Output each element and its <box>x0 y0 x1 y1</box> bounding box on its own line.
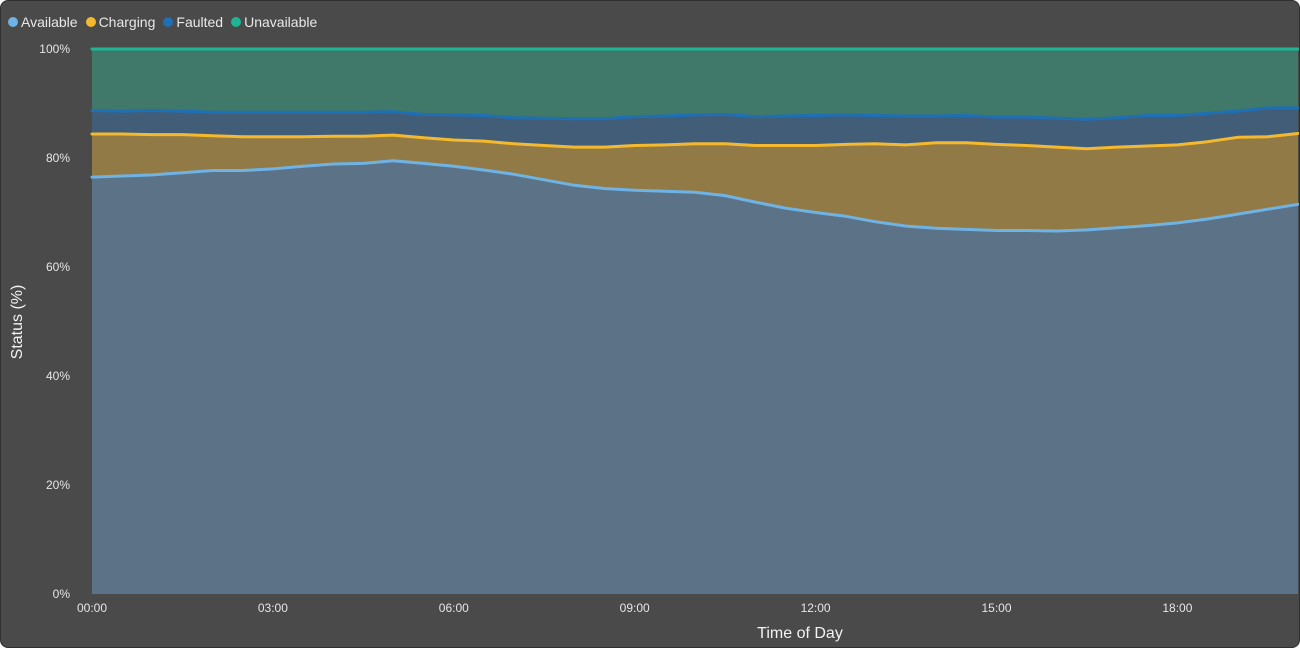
line-charging <box>90 132 1299 151</box>
series-lines <box>90 47 1299 233</box>
x-tick-label: 00:00 <box>77 601 107 615</box>
legend-label-faulted: Faulted <box>176 14 224 30</box>
y-tick-label: 100% <box>39 42 70 56</box>
legend-label-charging: Charging <box>98 14 156 30</box>
x-tick-label: 09:00 <box>620 601 650 615</box>
y-axis-ticks: 0% 20% 40% 60% 80% 100% <box>39 42 70 601</box>
y-axis-title: Status (%) <box>9 285 26 360</box>
legend-item-available[interactable]: Available <box>8 14 78 30</box>
area-available <box>92 160 1298 594</box>
legend-swatch-unavailable <box>231 17 242 27</box>
legend-label-unavailable: Unavailable <box>244 14 318 30</box>
x-tick-label: 15:00 <box>981 601 1011 615</box>
area-unavailable <box>92 49 1298 120</box>
legend-item-faulted[interactable]: Faulted <box>163 14 223 30</box>
y-tick-label: 0% <box>53 587 71 601</box>
x-axis-title: Time of Day <box>757 625 843 642</box>
plot-area-layers <box>90 47 1299 594</box>
legend-item-unavailable[interactable]: Unavailable <box>231 14 317 30</box>
legend-item-charging[interactable]: Charging <box>85 14 156 30</box>
area-fills <box>92 49 1298 594</box>
y-tick-label: 40% <box>46 369 70 383</box>
x-tick-label: 12:00 <box>801 601 831 615</box>
legend-swatch-faulted <box>163 17 174 27</box>
legend-swatch-charging <box>85 17 96 27</box>
x-tick-label: 06:00 <box>439 601 469 615</box>
y-tick-label: 60% <box>46 260 70 274</box>
x-tick-label: 18:00 <box>1162 601 1192 615</box>
legend-label-available: Available <box>21 14 78 30</box>
legend-swatch-available <box>8 17 18 27</box>
x-axis-ticks: 00:00 03:00 06:00 09:00 12:00 15:00 18:00 <box>77 601 1193 615</box>
line-available <box>90 159 1299 233</box>
x-tick-label: 03:00 <box>258 601 288 615</box>
legend: Available Charging Faulted Unavailable <box>8 14 317 30</box>
y-tick-label: 20% <box>46 478 70 492</box>
line-faulted <box>90 106 1299 121</box>
area-charging <box>92 133 1298 231</box>
y-tick-label: 80% <box>46 151 70 165</box>
